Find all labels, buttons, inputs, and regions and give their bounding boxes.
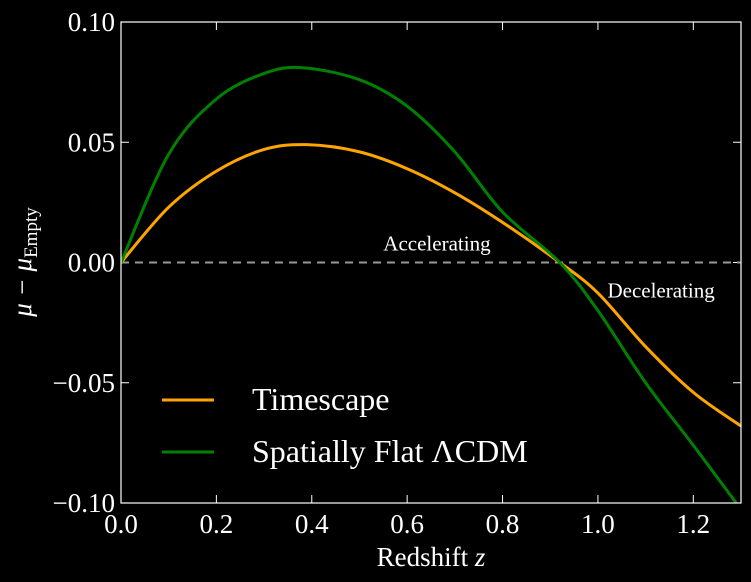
y-tick-label: −0.10 xyxy=(53,488,115,518)
x-tick-label: 1.2 xyxy=(676,509,710,539)
x-tick-label: 1.0 xyxy=(581,509,615,539)
series-line-lcdm xyxy=(121,65,738,503)
ticks: 0.0 0.2 0.4 0.6 0.8 1.0 1.2 0.10 0.05 0.00 −0.05 −0… xyxy=(53,7,741,539)
annotation-decelerating: Decelerating xyxy=(607,278,715,302)
y-tick-label: −0.05 xyxy=(53,368,115,398)
series-lines xyxy=(121,65,741,503)
x-tick-label: 0.8 xyxy=(486,509,520,539)
y-tick-label: 0.00 xyxy=(68,248,115,278)
y-tick-label: 0.05 xyxy=(68,127,115,157)
legend-label-timescape: Timescape xyxy=(252,381,389,417)
x-axis-label: Redshift z xyxy=(377,542,486,572)
x-tick-label: 0.0 xyxy=(104,509,138,539)
series-line-timescape xyxy=(121,143,741,428)
plot-frame xyxy=(120,21,742,504)
annotation-accelerating: Accelerating xyxy=(383,231,491,255)
y-tick-label: 0.10 xyxy=(68,7,115,37)
y-axis-label: μ − μEmpty xyxy=(7,207,42,318)
x-tick-label: 0.4 xyxy=(295,509,329,539)
x-tick-label: 0.6 xyxy=(390,509,424,539)
x-tick-label: 0.2 xyxy=(200,509,234,539)
legend: Timescape Spatially Flat ΛCDM xyxy=(162,381,528,469)
legend-label-lcdm: Spatially Flat ΛCDM xyxy=(252,433,528,469)
